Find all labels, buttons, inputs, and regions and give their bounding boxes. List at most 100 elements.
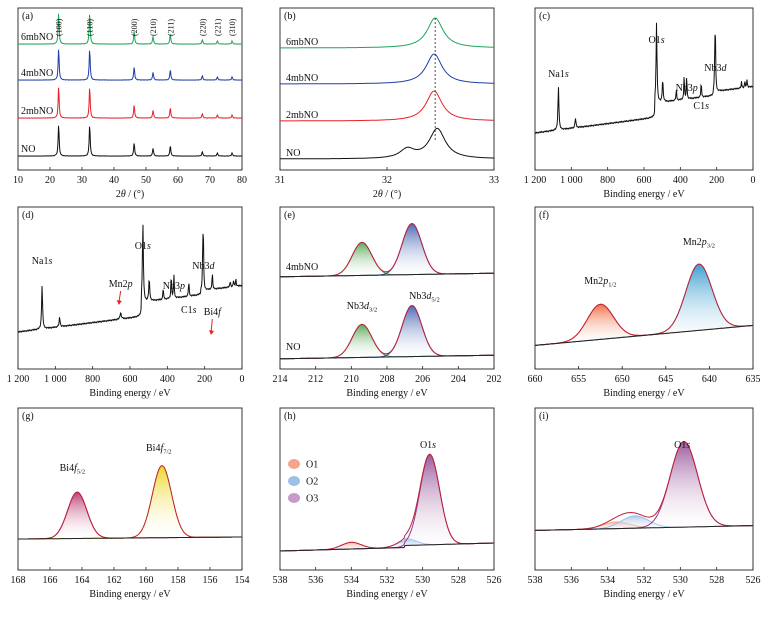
series-NO-label: NO (21, 144, 35, 155)
panel-frame (534, 7, 754, 171)
panel-frame (279, 206, 495, 370)
legend-label-O1: O1 (306, 460, 318, 471)
component-line (280, 538, 494, 552)
panel-frame (534, 407, 754, 571)
legend-swatch-O2 (288, 476, 300, 486)
main-peak-label: O1s (674, 440, 690, 451)
baseline-line (280, 354, 494, 360)
panel-label: (c) (539, 11, 550, 22)
series-2mbNO-label: 2mbNO (21, 106, 53, 117)
x-tick-label: 600 (637, 175, 652, 186)
component-fill (535, 515, 753, 531)
x-tick-label: 10 (13, 175, 23, 186)
peak-annotation: Na1s (548, 69, 569, 80)
component-line (18, 491, 242, 540)
x-tick-label: 164 (75, 575, 90, 586)
series-6mbNO-label: 6mbNO (286, 37, 318, 48)
panel-b: (b) 31 32 33 2θ / (°) NO 2mbNO 4mbNO 6mbNO (275, 7, 499, 200)
x-tick-label: 600 (123, 374, 138, 385)
legend-swatch-O3 (288, 493, 300, 503)
panel-a: (a) 10 20 30 40 50 60 70 80 2θ / (°) NO 2mbNO 4mbNO 6… (13, 7, 247, 200)
panel-label: (g) (22, 411, 34, 422)
series-4mbNO-line (17, 49, 242, 81)
baseline-line (18, 536, 242, 540)
panel-d: (d) 1 200 1 000 800 600 400 200 0 Binding energy… (7, 206, 245, 399)
x-tick-label: 538 (273, 575, 288, 586)
x-tick-label: 30 (77, 175, 87, 186)
x-tick-label: 532 (637, 575, 652, 586)
baseline-line (280, 272, 494, 278)
series-NO-line (280, 127, 495, 160)
panel-label: (i) (539, 411, 548, 422)
panel-label: (d) (22, 210, 34, 221)
x-tick-label: 208 (380, 374, 395, 385)
x-tick-label: 154 (235, 575, 250, 586)
x-axis-label: Binding energy / eV (89, 388, 171, 399)
component-fill (535, 304, 753, 346)
x-tick-label: 50 (141, 175, 151, 186)
panel-label: (f) (539, 210, 549, 221)
component-fill (535, 264, 753, 346)
x-tick-label: 650 (615, 374, 630, 385)
peak-annotation: C1s (181, 305, 197, 316)
peak-label: Mn2p1/2 (584, 276, 616, 289)
peak-label: Bi4f5/2 (60, 463, 86, 476)
panel-frame (17, 7, 243, 171)
peak-annotation: Nb3d (192, 261, 215, 272)
x-axis-label: 2θ / (°) (116, 189, 144, 200)
x-tick-label: 526 (487, 575, 502, 586)
x-tick-label: 635 (746, 374, 761, 385)
peak-annotation: O1s (648, 35, 664, 46)
component-fill (18, 492, 242, 539)
x-tick-label: 800 (600, 175, 615, 186)
x-tick-label: 800 (85, 374, 100, 385)
main-peak-label: O1s (420, 440, 436, 451)
x-tick-label: 168 (11, 575, 26, 586)
component-fill (280, 454, 494, 551)
panel-label: (h) (284, 411, 296, 422)
component-line (534, 263, 754, 346)
panel-frame (534, 206, 754, 370)
x-tick-label: 0 (240, 374, 245, 385)
hkl-label: (100) (55, 18, 64, 36)
peak-label: Nb3d5/2 (409, 291, 440, 304)
x-tick-label: 528 (709, 575, 724, 586)
x-tick-label: 645 (658, 374, 673, 385)
x-axis-label: Binding energy / eV (603, 388, 685, 399)
x-tick-label: 526 (746, 575, 761, 586)
panel-label: (e) (284, 210, 295, 221)
component-line (280, 305, 494, 360)
x-tick-label: 200 (197, 374, 212, 385)
x-tick-label: 212 (308, 374, 323, 385)
x-tick-label: 655 (571, 374, 586, 385)
panel-c: (c) 1 200 1 000 800 600 400 200 0 Binding energy… (524, 7, 756, 200)
x-tick-label: 202 (487, 374, 502, 385)
x-tick-label: 1 200 (7, 374, 30, 385)
x-tick-label: 162 (107, 575, 122, 586)
x-tick-label: 200 (709, 175, 724, 186)
x-tick-label: 1 000 (560, 175, 583, 186)
x-tick-label: 1 200 (524, 175, 547, 186)
x-axis-label: Binding energy / eV (346, 589, 428, 600)
x-axis-label: 2θ / (°) (373, 189, 401, 200)
series-NO-label: NO (286, 148, 300, 159)
envelope-line (535, 441, 753, 531)
x-axis-label: Binding energy / eV (603, 189, 685, 200)
hkl-label: (210) (149, 18, 158, 36)
envelope-line (534, 263, 754, 346)
sample-label-NO: NO (286, 342, 300, 353)
x-tick-label: 534 (344, 575, 359, 586)
component-fill (18, 465, 242, 539)
panel-i: (i) 538 536 534 532 530 528 526 Binding energy /… (528, 407, 761, 600)
panel-h: (h) 538 536 534 532 530 528 526 Binding energy /… (273, 407, 502, 600)
peak-label: Nb3d3/2 (347, 301, 378, 314)
x-tick-label: 80 (237, 175, 247, 186)
peak-label: Bi4f7/2 (146, 443, 172, 456)
x-tick-label: 532 (380, 575, 395, 586)
panel-g: (g) 168 166 164 162 160 158 156 154 Binding energ… (11, 407, 250, 600)
envelope-line (280, 305, 494, 360)
x-tick-label: 206 (415, 374, 430, 385)
series-4mbNO-label: 4mbNO (21, 68, 53, 79)
peak-annotation: Nb3p (163, 281, 185, 292)
x-tick-label: 536 (564, 575, 579, 586)
